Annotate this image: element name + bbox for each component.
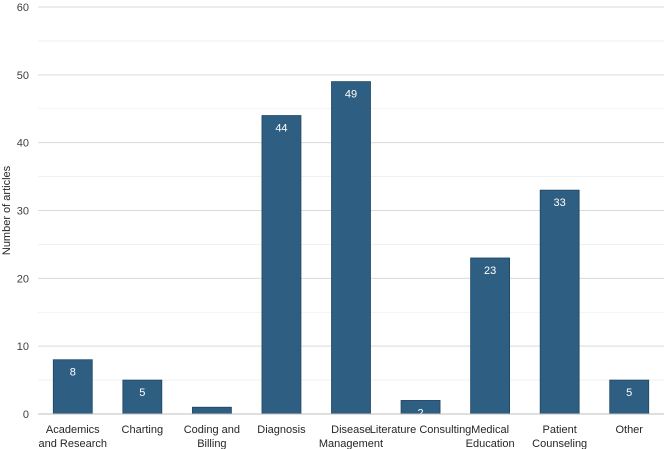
y-axis-ticks: 0 10 20 30 40 50 60	[17, 2, 29, 421]
data-label: 5	[139, 387, 145, 399]
y-tick-label: 10	[17, 341, 29, 353]
category-labels: Academics and Research Charting Coding and B…	[39, 424, 644, 449]
data-label: 2	[417, 407, 423, 419]
bar	[52, 359, 93, 415]
bar	[539, 189, 580, 415]
y-tick-label: 20	[17, 273, 29, 285]
x-category-label: Charting	[122, 424, 164, 436]
bar	[122, 379, 163, 415]
data-label: 49	[345, 89, 357, 101]
data-label: 44	[275, 123, 287, 135]
y-tick-label: 0	[23, 409, 29, 421]
x-category-label: Patient Counseling	[532, 424, 587, 449]
y-tick-label: 50	[17, 70, 29, 82]
data-label: 5	[626, 387, 632, 399]
x-category-label: Other	[615, 424, 643, 436]
x-category-label: Coding and Billing	[184, 424, 240, 449]
data-labels: 8 5 44 49 2 23 33 5	[70, 89, 633, 420]
y-tick-label: 30	[17, 206, 29, 218]
x-category-label: Medical Education	[466, 424, 515, 449]
data-label: 33	[554, 197, 566, 209]
y-tick-label: 60	[17, 2, 29, 14]
y-tick-label: 40	[17, 138, 29, 150]
bar	[261, 115, 302, 415]
data-label: 23	[484, 265, 496, 277]
x-category-label: Academics and Research	[39, 424, 108, 449]
data-label: 8	[70, 367, 76, 379]
bar	[470, 257, 511, 415]
bar	[191, 406, 232, 415]
bar	[331, 81, 371, 415]
x-category-label: Disease Management	[319, 424, 383, 449]
y-axis-label: Number of articles	[1, 165, 13, 255]
bars	[52, 81, 650, 415]
x-category-label: Literature Consulting	[370, 424, 472, 436]
x-category-label: Diagnosis	[257, 424, 306, 436]
bar	[609, 379, 650, 415]
